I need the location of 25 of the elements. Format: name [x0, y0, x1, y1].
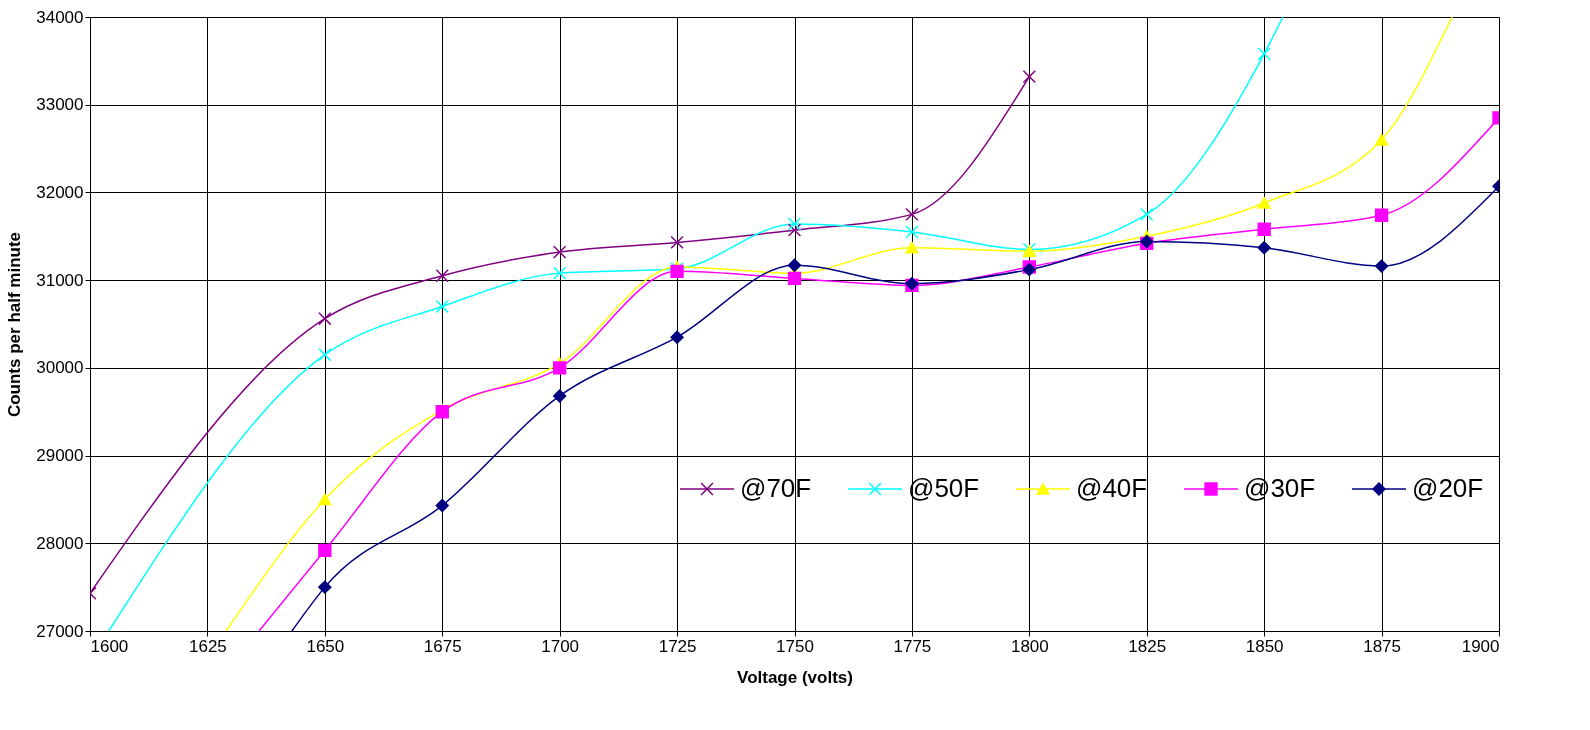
y-axis-title: Counts per half minute: [5, 231, 25, 418]
x-tick-label: 1600: [90, 636, 129, 656]
y-tick-label: 31000: [36, 270, 84, 290]
x-tick-label: 1825: [1128, 636, 1167, 656]
x-tick-label: 1900: [1461, 636, 1500, 656]
x-tick-label: 1850: [1245, 636, 1284, 656]
y-tick-label: 34000: [36, 7, 84, 27]
x-tick-label: 1800: [1010, 636, 1049, 656]
x-tick-label: 1725: [658, 636, 697, 656]
y-tick-label: 29000: [36, 446, 84, 466]
x-tick-label: 1625: [189, 636, 227, 656]
x-tick-label: 1775: [893, 636, 932, 656]
x-tick-label: 1875: [1363, 636, 1401, 656]
y-tick-label: 28000: [36, 533, 84, 553]
x-tick-label: 1750: [776, 636, 814, 656]
y-tick-label: 33000: [36, 95, 84, 115]
x-tick-label: 1700: [541, 636, 580, 656]
legend-label: @20F: [1412, 473, 1484, 503]
x-tick-label: 1650: [306, 636, 345, 656]
legend-label: @40F: [1076, 473, 1148, 503]
y-tick-label: 30000: [36, 358, 84, 378]
y-tick-label: 27000: [36, 621, 84, 641]
x-tick-label: 1675: [423, 636, 462, 656]
x-axis-title: Voltage (volts): [737, 667, 853, 687]
y-tick-label: 32000: [36, 182, 84, 202]
